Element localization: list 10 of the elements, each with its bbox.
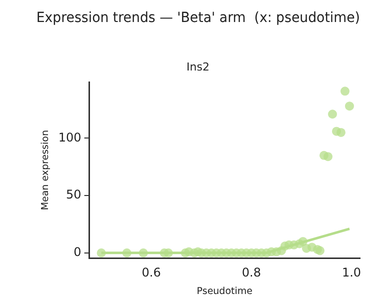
x-tick-label: 0.6 [142, 266, 161, 280]
x-axis-title: Pseudotime [196, 286, 253, 297]
x-tick-label: 0.8 [242, 266, 261, 280]
chart-subtitle: Ins2 [186, 60, 210, 74]
y-tick-label: 100 [58, 130, 82, 144]
chart-title: Expression trends — 'Beta' arm (x: pseudotime) [36, 10, 360, 26]
y-tick-label: 50 [66, 188, 82, 202]
x-tick-label: 1.0 [342, 266, 362, 280]
y-axis-title: Mean expression [40, 130, 52, 210]
y-tick-label: 0 [74, 245, 82, 260]
